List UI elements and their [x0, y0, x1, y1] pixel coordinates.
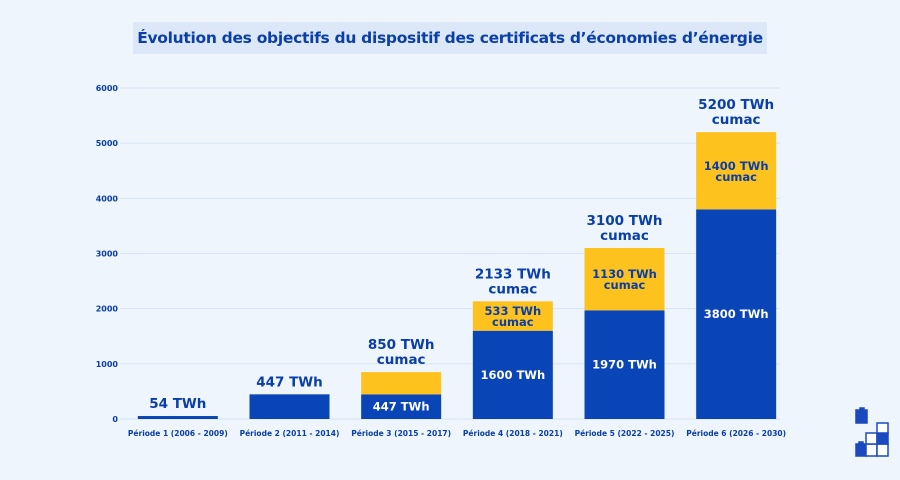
total-label: 5200 TWh [698, 97, 774, 113]
segment-label: cumac [492, 315, 534, 329]
total-label: cumac [600, 228, 649, 244]
segment-label: 533 TWh [484, 304, 541, 318]
y-tick-label: 4000 [96, 194, 119, 203]
bar-segment [584, 247, 665, 311]
chart-title: Évolution des objectifs du dispositif de… [133, 22, 767, 54]
total-label: 850 TWh [368, 337, 435, 353]
bar-segment [361, 394, 442, 419]
total-label: 54 TWh [149, 396, 206, 412]
x-tick-label: Période 5 (2022 - 2025) [575, 429, 675, 438]
segment-label: cumac [715, 170, 757, 184]
x-tick-label: Période 2 (2011 - 2014) [240, 429, 340, 438]
y-tick-label: 1000 [96, 360, 119, 369]
bar-segment [472, 301, 553, 331]
x-tick-label: Période 3 (2015 - 2017) [351, 429, 451, 438]
bar-segment [249, 394, 330, 419]
bar-segment [584, 310, 665, 419]
y-tick-label: 6000 [96, 84, 119, 93]
bar-segment [696, 209, 777, 419]
total-label: 2133 TWh [475, 266, 551, 282]
segment-label: 1970 TWh [592, 358, 657, 372]
segment-label: cumac [604, 278, 646, 292]
segment-label: 1400 TWh [704, 159, 769, 173]
segment-label: 447 TWh [373, 400, 430, 414]
x-tick-label: Période 1 (2006 - 2009) [128, 429, 228, 438]
bar-segment [696, 132, 777, 210]
bar-segment [472, 330, 553, 419]
bar-segment [137, 416, 218, 419]
y-tick-label: 3000 [96, 250, 119, 259]
total-label: 447 TWh [256, 374, 323, 390]
segment-label: 1130 TWh [592, 267, 657, 281]
segment-label: 1600 TWh [480, 368, 545, 382]
total-label: 3100 TWh [587, 213, 663, 229]
y-tick-label: 5000 [96, 139, 119, 148]
bar-segment [361, 372, 442, 395]
x-tick-label: Période 6 (2026 - 2030) [686, 429, 786, 438]
segment-label: 3800 TWh [704, 307, 769, 321]
y-tick-label: 0 [112, 415, 118, 424]
total-label: cumac [712, 112, 761, 128]
total-label: cumac [488, 281, 537, 297]
y-tick-label: 2000 [96, 305, 119, 314]
x-tick-label: Période 4 (2018 - 2021) [463, 429, 563, 438]
total-label: cumac [377, 352, 426, 368]
